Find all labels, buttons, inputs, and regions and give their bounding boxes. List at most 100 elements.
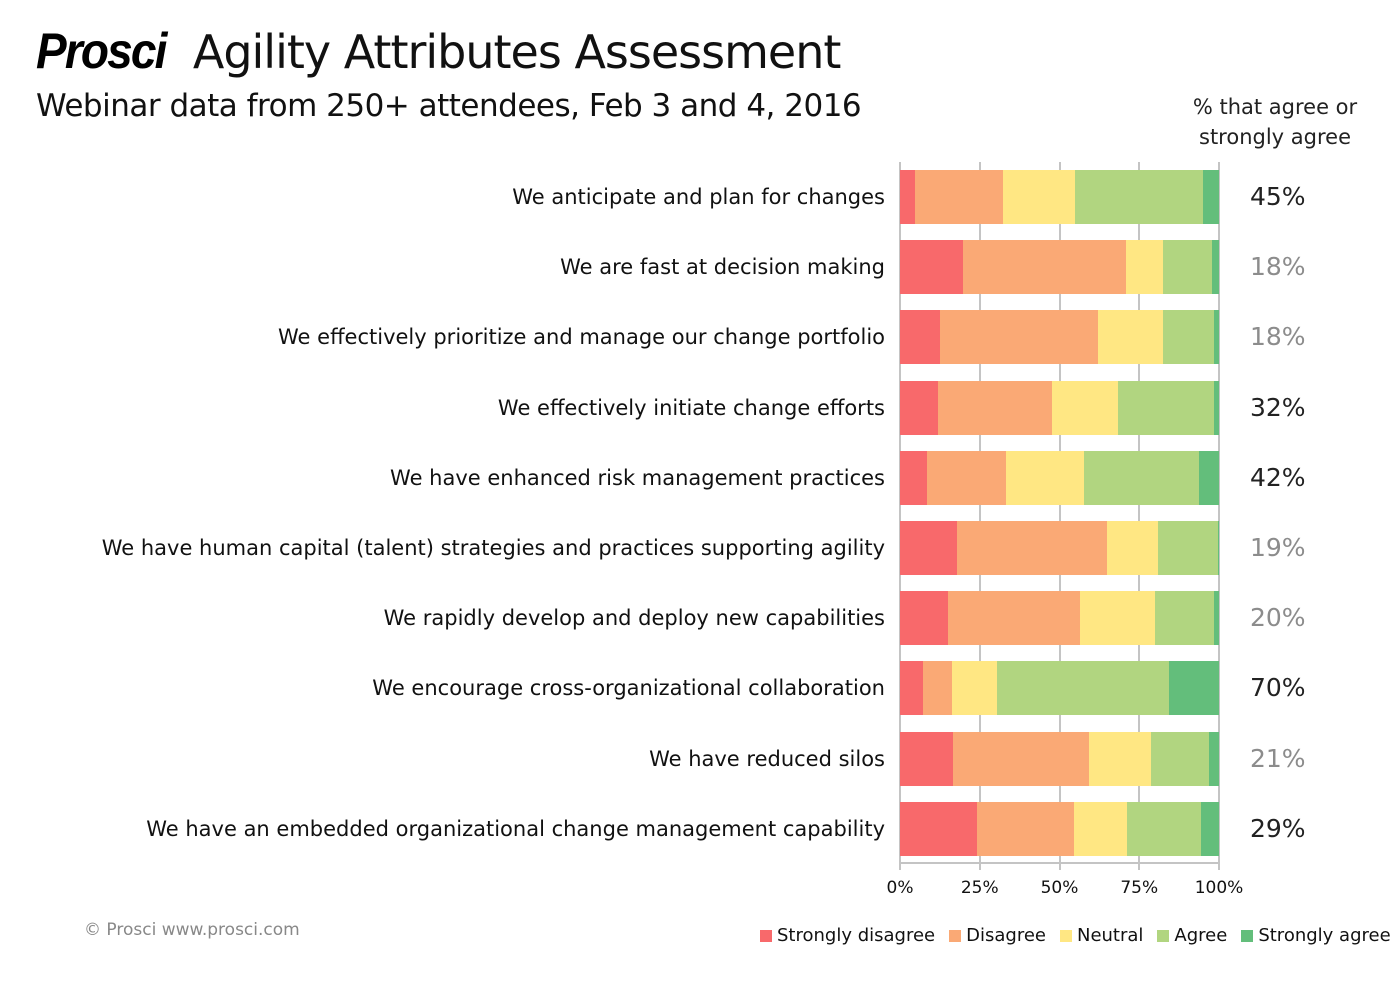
bar-segment-agree [1162,310,1214,365]
chart-row: We effectively prioritize and manage our… [0,310,1400,365]
bar-segment-strongly-agree [1213,310,1219,365]
bar-segment-disagree [937,380,1052,435]
category-label: We anticipate and plan for changes [512,185,885,209]
category-label: We rapidly develop and deploy new capabi… [383,606,885,631]
agree-percent-label: 42% [1250,462,1306,492]
bar-segment-neutral [1097,310,1163,365]
x-tick-label: 0% [886,878,914,898]
bar-segment-strongly-agree [1218,521,1219,575]
legend-item: Agree [1157,925,1227,946]
bar-segment-neutral [1003,170,1076,224]
gridline [1218,162,1220,870]
agree-percent-label: 32% [1250,392,1306,422]
x-tick-label: 50% [1040,878,1079,898]
category-label: We effectively initiate change efforts [497,395,885,420]
bar-segment-strongly-disagree [900,591,948,646]
legend-swatch-icon [1241,929,1254,942]
bar-segment-strongly-agree [1213,380,1219,435]
x-axis-line [900,862,1220,864]
x-tick-label: 25% [960,878,999,898]
bar-segment-strongly-agree [1198,450,1219,505]
category-label: We are fast at decision making [560,255,885,280]
bar-segment-disagree [953,731,1090,786]
agree-column-header: % that agree or strongly agree [1192,95,1358,149]
chart-title: Agility Attributes Assessment [192,25,842,79]
bar-segment-disagree [947,591,1080,646]
legend-item: Neutral [1059,925,1144,946]
stacked-bar [900,170,1219,224]
stacked-bar [900,450,1219,505]
stacked-bar [900,591,1219,646]
bar-segment-agree [1084,450,1199,505]
bar-segment-disagree [914,170,1004,224]
legend-swatch-icon [949,929,962,942]
bar-segment-agree [1162,240,1212,295]
x-tick-label: 75% [1120,878,1159,898]
agree-percent-label: 45% [1250,182,1306,211]
stacked-bar [900,521,1219,575]
bar-segment-agree [1117,380,1214,435]
gridline [1058,162,1061,870]
gridline [1138,162,1141,870]
chart-row: We encourage cross-organizational collab… [0,661,1400,716]
bar-segment-neutral [1074,801,1128,856]
legend-label: Strongly agree [1258,925,1391,946]
legend-item: Disagree [949,925,1046,946]
bar-segment-strongly-disagree [900,801,977,856]
legend-item: Strongly agree [1241,925,1391,946]
bar-segment-strongly-agree [1203,170,1219,224]
stacked-bar [900,310,1219,365]
bar-segment-agree [1158,521,1219,575]
chart-row: We anticipate and plan for changes 45% [0,170,1400,224]
agree-percent-label: 21% [1250,743,1306,773]
bar-segment-agree [996,661,1169,716]
bar-segment-neutral [1107,521,1159,575]
bar-segment-neutral [1006,450,1085,505]
bar-segment-disagree [976,801,1075,856]
bar-segment-disagree [962,240,1126,295]
bar-segment-neutral [1125,240,1163,295]
bar-segment-agree [1154,591,1214,646]
bar-segment-strongly-agree [1209,731,1219,786]
chart-row: We have enhanced risk management practic… [0,450,1400,505]
bar-segment-disagree [957,521,1108,575]
agree-percent-label: 19% [1250,533,1306,562]
bar-segment-disagree [922,661,952,716]
legend-swatch-icon [760,929,772,942]
bar-segment-strongly-agree [1213,591,1219,646]
legend-label: Disagree [966,925,1046,946]
bar-segment-strongly-disagree [900,240,963,295]
agree-percent-label: 18% [1250,322,1306,352]
bar-segment-strongly-disagree [900,450,928,505]
stacked-bar [900,380,1219,435]
bar-segment-strongly-disagree [900,661,923,716]
chart-row: We have human capital (talent) strategie… [0,521,1400,575]
bar-segment-neutral [1079,591,1155,646]
bar-segment-disagree [927,450,1007,505]
category-label: We have human capital (talent) strategie… [101,536,885,560]
bar-segment-strongly-disagree [900,521,958,575]
bar-segment-agree [1075,170,1204,224]
chart-row: We effectively initiate change efforts 32… [0,380,1400,435]
title-row: Prosci Agility Attributes Assessment [36,22,842,86]
bar-segment-strongly-agree [1211,240,1219,295]
category-label: We have enhanced risk management practic… [390,465,885,490]
category-label: We effectively prioritize and manage our… [278,325,885,350]
prosci-logo: Prosci [36,23,167,79]
category-label: We have an embedded organizational chang… [146,816,885,841]
copyright-footer: © Prosci www.prosci.com [84,920,300,940]
legend-swatch-icon [1059,929,1072,942]
legend-swatch-icon [1157,929,1170,942]
gridline [899,162,901,870]
agree-percent-label: 70% [1250,673,1306,703]
chart-row: We rapidly develop and deploy new capabi… [0,591,1400,646]
category-label: We have reduced silos [649,746,885,771]
bar-segment-strongly-disagree [900,731,953,786]
stacked-bar [900,731,1219,786]
stacked-bar [900,801,1219,856]
agree-percent-label: 20% [1250,603,1306,633]
category-label: We encourage cross-organizational collab… [372,676,885,701]
legend-label: Neutral [1076,925,1144,946]
stacked-bar [900,240,1219,295]
